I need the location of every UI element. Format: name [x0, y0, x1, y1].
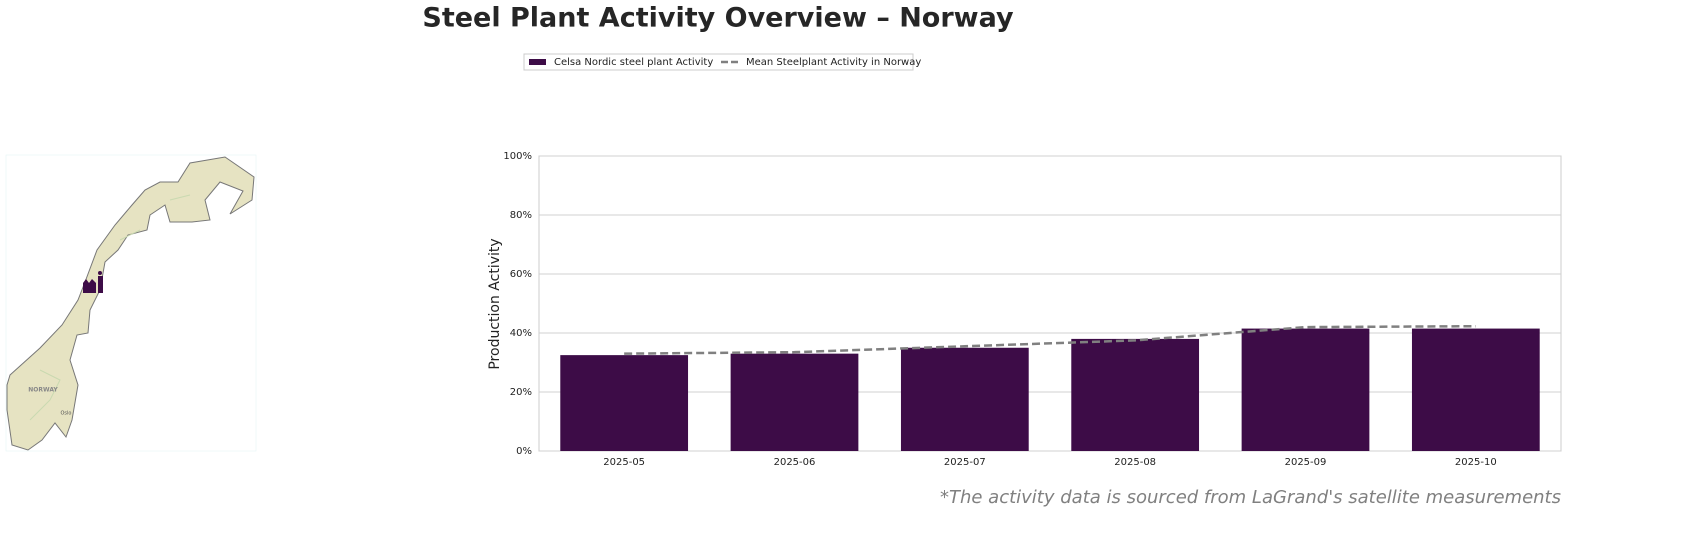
legend-label: Mean Steelplant Activity in Norway: [746, 57, 921, 68]
x-tick-label: 2025-05: [603, 457, 645, 468]
y-axis-label: Production Activity: [487, 238, 503, 369]
bar: [1411, 328, 1540, 451]
x-tick-label: 2025-08: [1114, 457, 1156, 468]
y-tick-label: 80%: [510, 210, 532, 221]
y-tick-label: 60%: [510, 269, 532, 280]
y-tick-label: 0%: [516, 446, 532, 457]
y-tick-label: 20%: [510, 387, 532, 398]
bar: [900, 347, 1029, 451]
chart-title: Steel Plant Activity Overview – Norway: [422, 3, 1014, 34]
bar: [560, 355, 689, 451]
legend-swatch: [529, 59, 546, 65]
footnote: *The activity data is sourced from LaGra…: [940, 487, 1561, 508]
map: NORWAY Oslo: [5, 154, 257, 452]
legend-label: Celsa Nordic steel plant Activity: [554, 57, 713, 68]
map-label: NORWAY: [28, 387, 58, 394]
y-tick-label: 100%: [503, 151, 532, 162]
factory-icon: [83, 271, 103, 293]
x-tick-label: 2025-06: [774, 457, 816, 468]
x-tick-label: 2025-07: [944, 457, 986, 468]
bar: [1071, 338, 1200, 451]
map-frame: [5, 154, 257, 452]
map-label: Oslo: [61, 411, 72, 417]
bar: [1241, 328, 1370, 451]
y-tick-label: 40%: [510, 328, 532, 339]
map-country: [6, 156, 255, 451]
bar: [730, 353, 859, 451]
plot-frame: [538, 155, 1562, 452]
line: [624, 324, 1476, 355]
x-tick-label: 2025-10: [1455, 457, 1497, 468]
x-tick-label: 2025-09: [1285, 457, 1327, 468]
legend-box: [523, 53, 914, 71]
map-terrain: [29, 194, 191, 421]
